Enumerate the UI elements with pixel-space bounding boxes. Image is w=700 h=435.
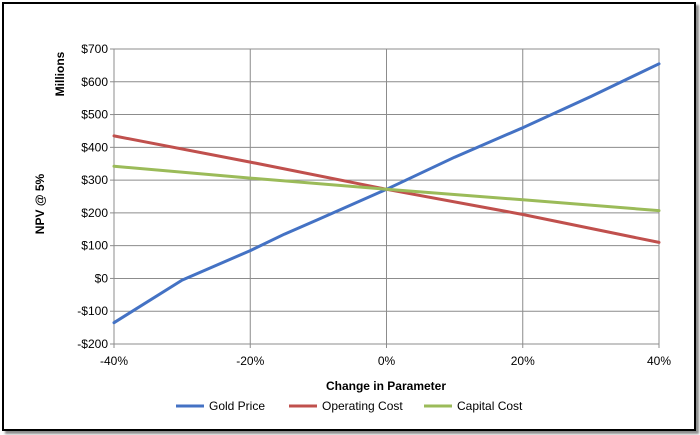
legend: Gold Price Operating Cost Capital Cost: [176, 399, 523, 413]
legend-item-gold-price: Gold Price: [176, 399, 265, 413]
series-line-capital-cost: [112, 164, 661, 213]
chart: -$200 -$100 $0 $100 $200 $300 $400 $500 $600 $700…: [33, 42, 671, 413]
y-tick-label: -$100: [77, 304, 108, 318]
y-tick-label: -$200: [77, 337, 108, 351]
grid-lines: [113, 48, 660, 345]
y-tick-label: $300: [81, 173, 108, 187]
series-lines: [112, 62, 661, 325]
y-tick-label: $700: [81, 42, 108, 56]
y-axis-title: NPV @ 5%: [33, 173, 47, 234]
legend-item-operating-cost: Operating Cost: [289, 399, 403, 413]
series-line-gold-price: [112, 62, 661, 325]
x-tick-label: -20%: [236, 354, 264, 368]
x-axis: -40% -20% 0% 20% 40%: [100, 344, 671, 368]
legend-item-capital-cost: Capital Cost: [424, 399, 523, 413]
chart-frame: -$200 -$100 $0 $100 $200 $300 $400 $500 $600 $700…: [2, 2, 696, 431]
x-axis-title: Change in Parameter: [326, 379, 446, 393]
y-tick-label: $600: [81, 75, 108, 89]
x-tick-label: 40%: [647, 354, 671, 368]
y-tick-label: $200: [81, 206, 108, 220]
y-tick-label: $400: [81, 140, 108, 154]
x-tick-label: 20%: [511, 354, 535, 368]
x-tick-label: -40%: [100, 354, 128, 368]
y-axis: -$200 -$100 $0 $100 $200 $300 $400 $500 $600 $700: [77, 42, 114, 351]
y-axis-unit-label: Millions: [53, 51, 67, 96]
y-tick-label: $100: [81, 239, 108, 253]
y-tick-label: $500: [81, 108, 108, 122]
legend-label: Capital Cost: [457, 399, 523, 413]
legend-label: Gold Price: [209, 399, 265, 413]
y-tick-label: $0: [95, 271, 109, 285]
legend-label: Operating Cost: [322, 399, 403, 413]
x-tick-label: 0%: [378, 354, 396, 368]
